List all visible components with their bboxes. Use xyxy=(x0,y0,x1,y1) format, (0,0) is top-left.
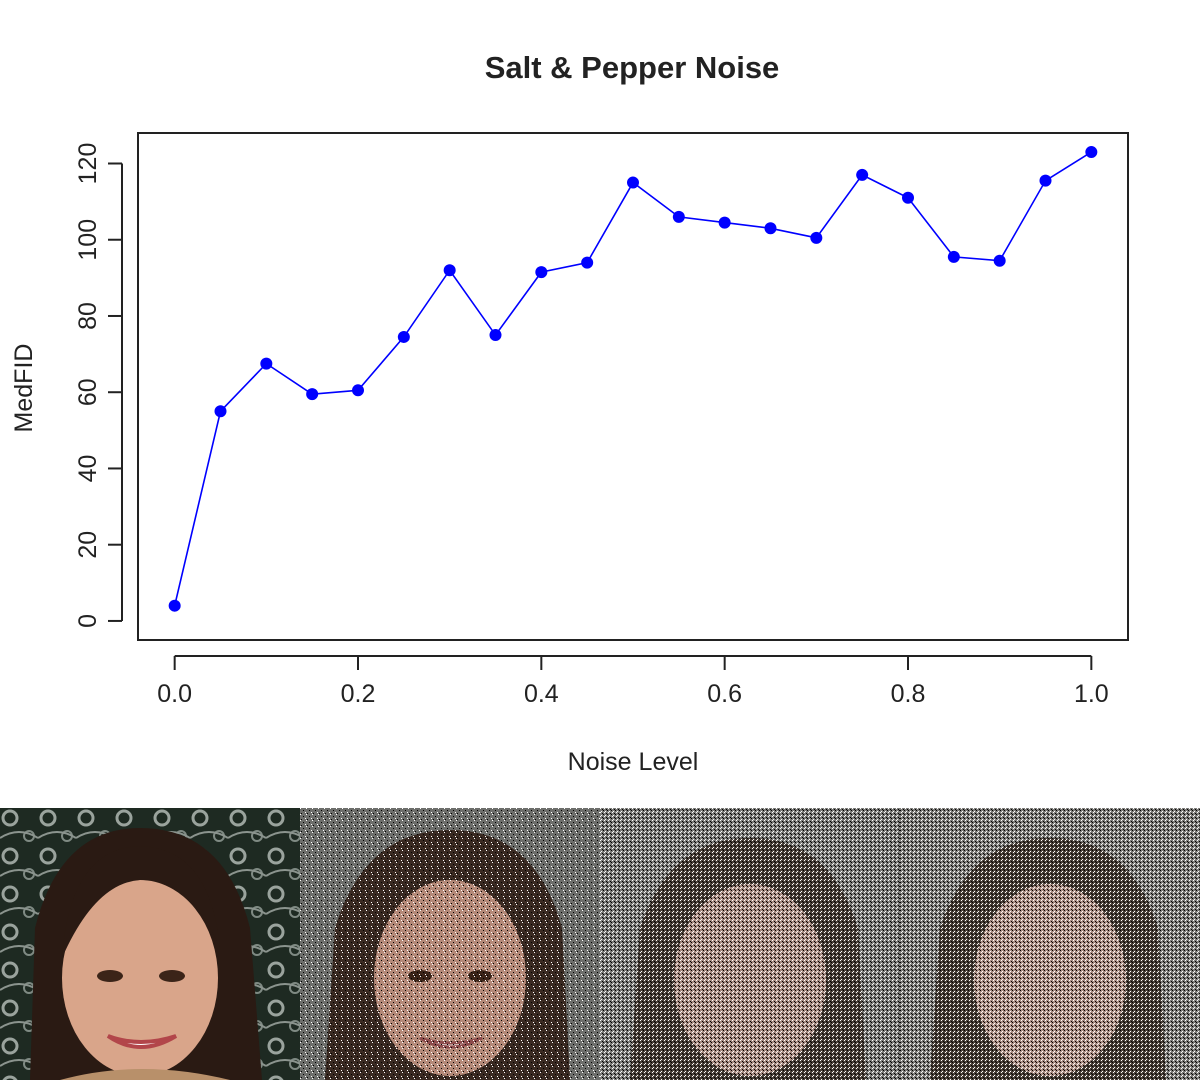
y-axis: 0 20 40 60 80 100 120 xyxy=(74,143,123,628)
data-point xyxy=(1085,146,1098,159)
data-point xyxy=(443,264,456,277)
x-tick-label: 1.0 xyxy=(1074,680,1109,708)
data-point xyxy=(260,357,273,370)
series-medfid xyxy=(168,146,1098,612)
data-point xyxy=(718,216,731,229)
plot-frame xyxy=(137,132,1129,641)
data-point xyxy=(672,210,685,223)
y-axis-label: MedFID xyxy=(10,344,38,433)
x-tick-label: 0.8 xyxy=(891,680,926,708)
y-tick-label: 20 xyxy=(74,531,102,559)
y-tick-label: 40 xyxy=(74,455,102,483)
data-point xyxy=(627,176,639,189)
data-point xyxy=(764,222,777,235)
y-tick-label: 120 xyxy=(74,143,102,185)
x-axis-label: Noise Level xyxy=(568,748,699,776)
y-tick-label: 80 xyxy=(74,302,102,330)
data-point xyxy=(993,254,1006,267)
data-point xyxy=(168,599,181,612)
data-point xyxy=(306,388,319,401)
data-point xyxy=(489,329,502,342)
x-axis: 0.0 0.2 0.4 0.6 0.8 1.0 xyxy=(157,655,1109,708)
x-tick-label: 0.6 xyxy=(707,680,742,708)
face-photo-high-noise xyxy=(600,808,900,1080)
chart-title: Salt & Pepper Noise xyxy=(485,50,780,85)
series-line xyxy=(173,151,1092,606)
y-tick-label: 60 xyxy=(74,378,102,406)
x-tick-label: 0.2 xyxy=(341,680,376,708)
y-tick-label: 0 xyxy=(74,614,102,628)
face-photo-clean xyxy=(0,808,300,1080)
data-point xyxy=(902,191,914,204)
data-point xyxy=(352,384,364,397)
x-tick-label: 0.4 xyxy=(524,680,559,708)
data-point xyxy=(581,256,594,269)
data-point xyxy=(214,405,227,418)
data-point xyxy=(397,330,410,343)
data-point xyxy=(947,250,960,263)
x-tick-label: 0.0 xyxy=(157,680,192,708)
data-point xyxy=(1039,174,1052,187)
face-noise-examples xyxy=(0,808,1200,1080)
data-point xyxy=(810,231,823,244)
data-point xyxy=(856,168,869,181)
data-point xyxy=(535,266,548,279)
face-photo-high-noise-2 xyxy=(900,808,1200,1080)
face-photo-medium-noise xyxy=(300,808,600,1080)
y-tick-label: 100 xyxy=(74,219,102,261)
